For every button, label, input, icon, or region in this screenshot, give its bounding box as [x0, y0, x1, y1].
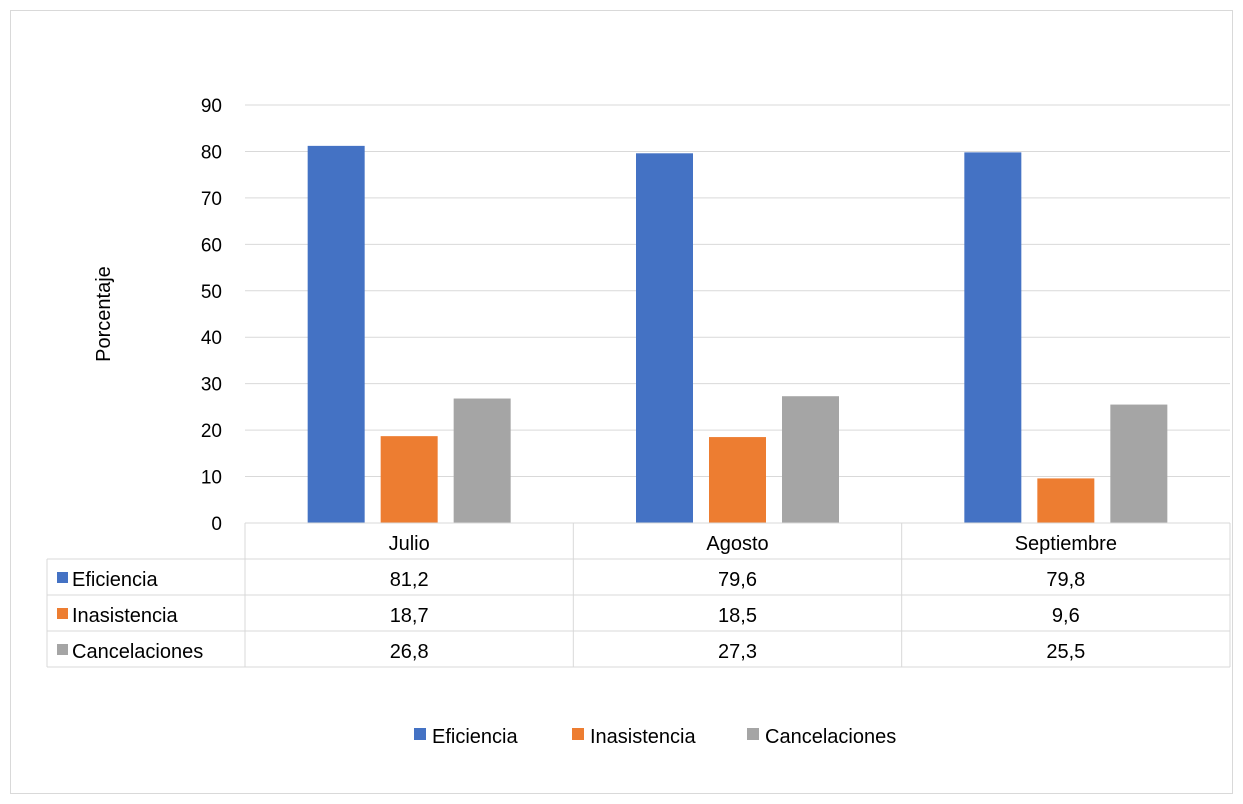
bar-eficiencia-julio: [307, 145, 365, 524]
y-axis-title: Porcentaje: [93, 266, 115, 362]
table-cell-value: 79,6: [718, 569, 757, 591]
y-tick-label: 40: [201, 328, 222, 349]
legend-swatch: [747, 728, 759, 740]
bar-inasistencia-septiembre: [1037, 478, 1095, 523]
y-tick-label: 60: [201, 235, 222, 256]
legend-key-swatch: [57, 644, 68, 655]
legend-swatch: [414, 728, 426, 740]
table-cell-value: 81,2: [390, 569, 429, 591]
bar-eficiencia-agosto: [636, 153, 693, 523]
legend-key-swatch: [57, 572, 68, 583]
x-category-label: Septiembre: [1015, 533, 1117, 555]
table-cell-value: 18,5: [718, 605, 757, 627]
table-cell-value: 18,7: [390, 605, 429, 627]
bar-eficiencia-septiembre: [964, 152, 1022, 523]
chart-area: [10, 10, 1233, 794]
bar-inasistencia-agosto: [709, 437, 766, 523]
bar-inasistencia-julio: [380, 436, 438, 523]
y-tick-label: 50: [201, 282, 222, 303]
bar-cancelaciones-septiembre: [1110, 404, 1168, 523]
y-tick-label: 70: [201, 189, 222, 210]
table-row-label: Eficiencia: [72, 569, 158, 591]
x-category-label: Agosto: [706, 533, 768, 555]
legend-item: Cancelaciones: [765, 726, 896, 748]
legend-key-swatch: [57, 608, 68, 619]
table-cell-value: 26,8: [390, 641, 429, 663]
table-cell-value: 9,6: [1052, 605, 1080, 627]
y-tick-label: 20: [201, 421, 222, 442]
table-row-label: Cancelaciones: [72, 641, 203, 663]
y-tick-label: 30: [201, 375, 222, 396]
table-cell-value: 79,8: [1046, 569, 1085, 591]
legend-item: Inasistencia: [590, 726, 696, 748]
y-tick-label: 10: [201, 468, 222, 489]
x-category-label: Julio: [389, 533, 430, 555]
y-tick-label: 90: [201, 96, 222, 117]
legend-item: Eficiencia: [432, 726, 518, 748]
y-tick-label: 0: [211, 514, 222, 535]
bar-cancelaciones-agosto: [782, 396, 839, 523]
y-tick-label: 80: [201, 142, 222, 163]
table-row-label: Inasistencia: [72, 605, 178, 627]
table-cell-value: 25,5: [1046, 641, 1085, 663]
table-cell-value: 27,3: [718, 641, 757, 663]
bar-cancelaciones-julio: [453, 398, 511, 523]
legend-swatch: [572, 728, 584, 740]
